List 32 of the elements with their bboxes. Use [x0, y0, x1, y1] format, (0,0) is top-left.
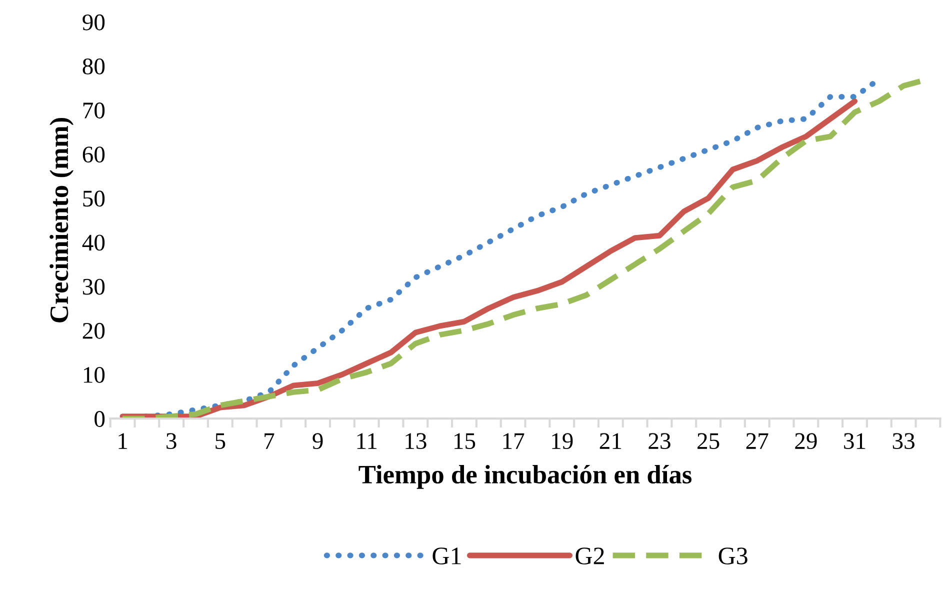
x-tick-label: 13: [406, 433, 426, 450]
y-tick-label: 50: [83, 190, 105, 207]
x-axis-title: Tiempo de incubación en días: [358, 464, 692, 489]
x-tick-label: 27: [746, 433, 768, 449]
x-tick-label: 21: [600, 433, 622, 449]
x-tick-label: 17: [503, 433, 524, 449]
legend-label: G2: [576, 548, 604, 564]
x-tick-label: 33: [892, 433, 914, 450]
x-tick-label: 23: [648, 433, 670, 450]
x-tick-label: 1: [118, 433, 128, 449]
y-tick-label: 20: [82, 322, 105, 339]
y-tick-label: 30: [82, 278, 105, 295]
x-tick-label: 5: [216, 433, 226, 450]
x-tick-label: 15: [454, 433, 476, 450]
y-tick-label: 60: [82, 146, 105, 163]
x-tick-label: 25: [698, 433, 720, 450]
x-tick-label: 3: [166, 433, 176, 450]
x-tick-label: 31: [844, 433, 866, 450]
y-tick-label: 90: [82, 14, 105, 30]
x-tick-label: 29: [795, 433, 817, 450]
y-tick-label: 10: [84, 366, 105, 383]
y-tick-label: 70: [83, 102, 105, 118]
y-tick-label: 80: [82, 58, 105, 74]
legend-label: G1: [432, 548, 461, 564]
x-tick-label: 9: [312, 433, 323, 450]
y-tick-label: 0: [94, 411, 105, 427]
x-tick-label: 19: [552, 433, 573, 450]
y-axis-title: Crecimiento (mm): [50, 118, 74, 322]
x-tick-label: 11: [357, 433, 377, 449]
x-tick-label: 7: [264, 433, 274, 449]
legend-label: G3: [718, 548, 748, 564]
y-tick-label: 40: [82, 234, 105, 251]
